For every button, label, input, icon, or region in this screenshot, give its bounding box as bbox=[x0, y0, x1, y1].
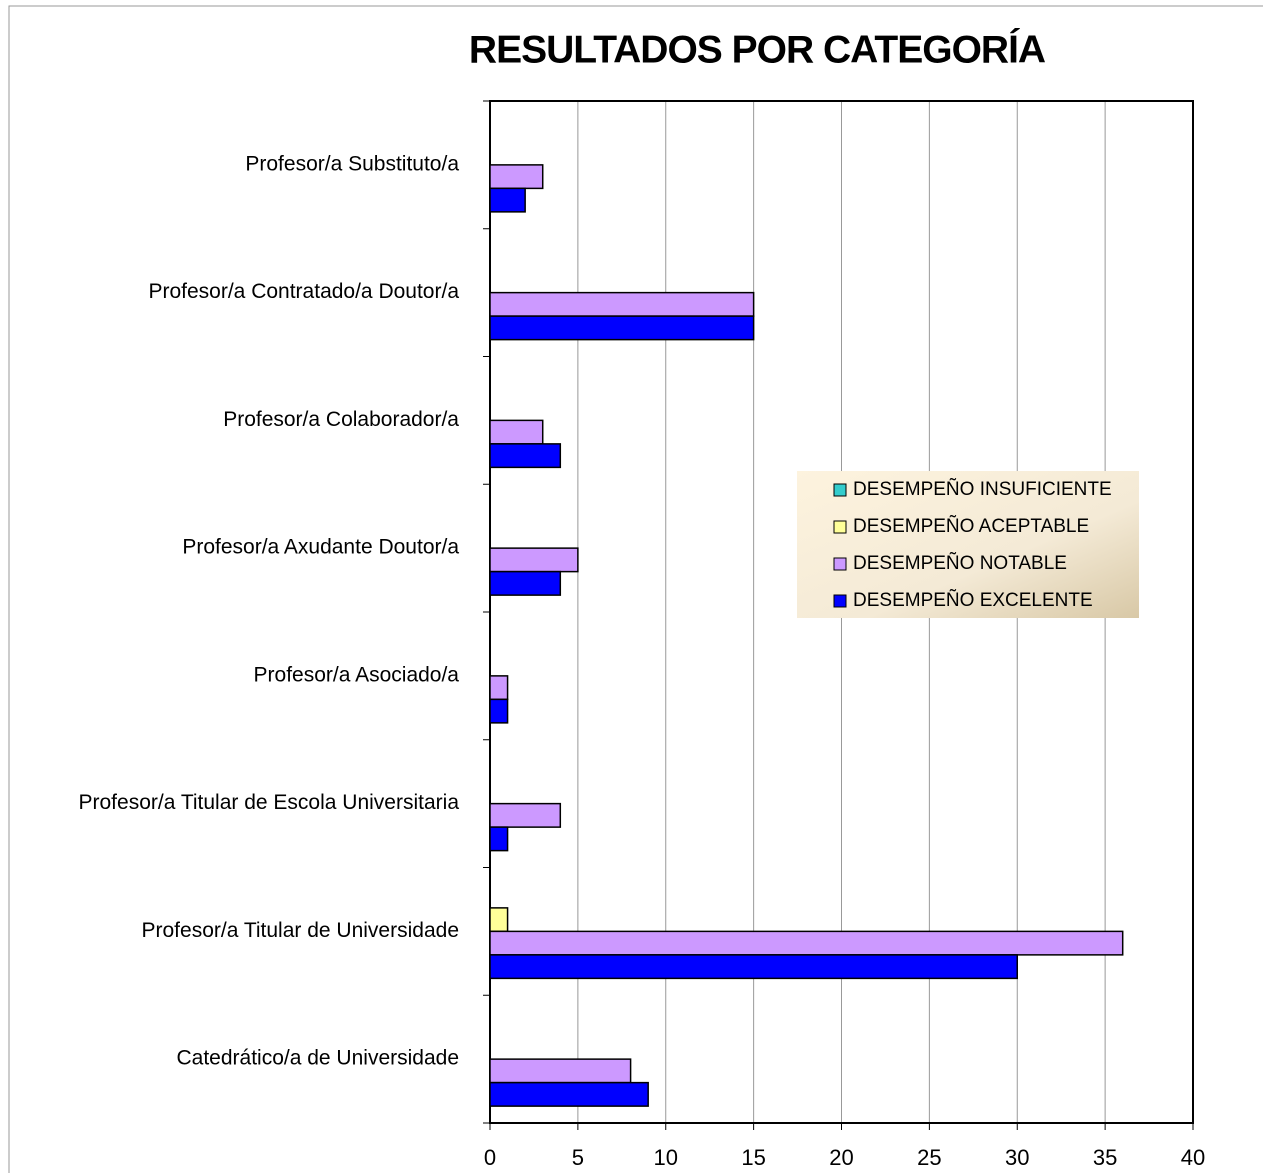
y-tick-label: Profesor/a Substituto/a bbox=[245, 152, 459, 175]
legend-box bbox=[797, 471, 1139, 618]
bar bbox=[489, 164, 544, 190]
bar bbox=[489, 1058, 632, 1084]
x-tick-label: 30 bbox=[1005, 1145, 1029, 1170]
legend-swatch bbox=[833, 594, 847, 608]
y-tick-label: Catedrático/a de Universidade bbox=[177, 1047, 460, 1070]
bar bbox=[489, 954, 1018, 980]
bar bbox=[489, 443, 562, 469]
bar bbox=[489, 826, 509, 852]
x-tick-label: 15 bbox=[741, 1145, 765, 1170]
bar bbox=[489, 291, 755, 317]
x-tick-label: 25 bbox=[917, 1145, 941, 1170]
legend-label: DESEMPEÑO ACEPTABLE bbox=[853, 515, 1089, 537]
y-tick-label: Profesor/a Titular de Escola Universitar… bbox=[79, 791, 460, 814]
bar bbox=[489, 570, 562, 596]
bar bbox=[489, 419, 544, 445]
y-tick-label: Profesor/a Colaborador/a bbox=[223, 408, 459, 431]
y-tick-label: Profesor/a Titular de Universidade bbox=[142, 919, 460, 942]
legend-label: DESEMPEÑO INSUFICIENTE bbox=[853, 478, 1112, 500]
legend-swatch bbox=[833, 520, 847, 534]
bar bbox=[489, 315, 755, 341]
bar bbox=[489, 930, 1124, 956]
x-tick-label: 0 bbox=[484, 1145, 496, 1170]
y-tick-label: Profesor/a Contratado/a Doutor/a bbox=[148, 280, 459, 303]
y-tick-label: Profesor/a Asociado/a bbox=[254, 663, 460, 686]
legend-label: DESEMPEÑO NOTABLE bbox=[853, 552, 1067, 574]
frame bbox=[8, 5, 1263, 1173]
x-tick-label: 35 bbox=[1093, 1145, 1117, 1170]
bar bbox=[489, 1081, 649, 1107]
x-tick-label: 10 bbox=[654, 1145, 678, 1170]
bar bbox=[489, 547, 579, 573]
x-tick-label: 20 bbox=[829, 1145, 853, 1170]
y-tick-label: Profesor/a Axudante Doutor/a bbox=[182, 536, 459, 559]
chart-title: RESULTADOS POR CATEGORÍA bbox=[469, 27, 1046, 71]
bar bbox=[489, 907, 509, 933]
bar bbox=[489, 802, 562, 828]
x-tick-label: 40 bbox=[1181, 1145, 1205, 1170]
bar bbox=[489, 675, 509, 701]
legend-label: DESEMPEÑO EXCELENTE bbox=[853, 589, 1093, 611]
legend-swatch bbox=[833, 483, 847, 497]
bar bbox=[489, 698, 509, 724]
x-tick-label: 5 bbox=[572, 1145, 584, 1170]
legend-swatch bbox=[833, 557, 847, 571]
bar bbox=[489, 187, 526, 213]
